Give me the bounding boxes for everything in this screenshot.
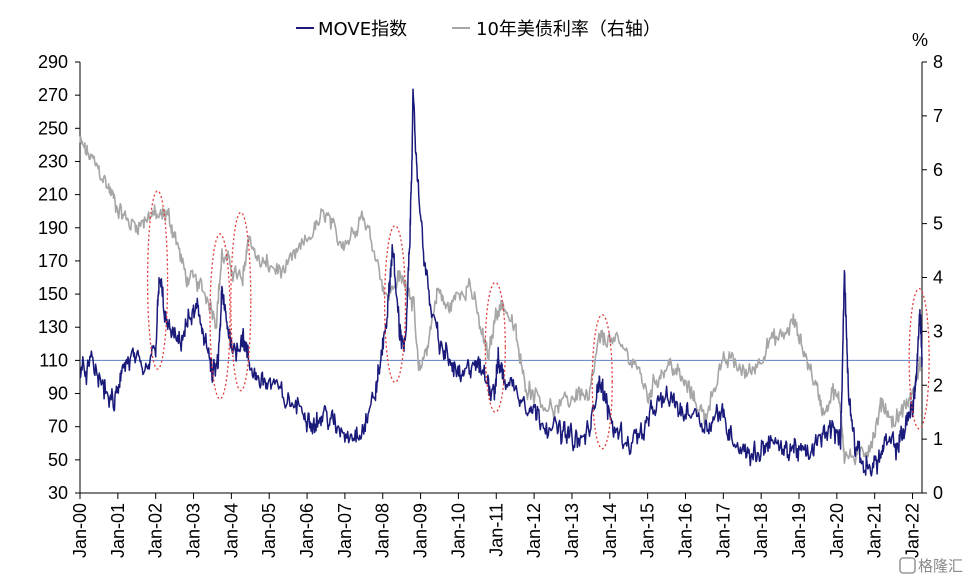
axes: 2902702502302101901701501301109070503087…	[38, 52, 943, 558]
right-axis-tick-label: 7	[933, 106, 943, 126]
x-axis-tick-label: Jan-17	[713, 503, 733, 558]
x-axis-tick-label: Jan-14	[600, 503, 620, 558]
x-axis-tick-label: Jan-03	[184, 503, 204, 558]
series-line-10y-yield	[79, 135, 923, 466]
x-axis-tick-label: Jan-21	[865, 503, 885, 558]
x-axis-tick-label: Jan-22	[903, 503, 923, 558]
legend-label-yield: 10年美债利率（右轴）	[476, 19, 661, 40]
x-axis-tick-label: Jan-08	[373, 503, 393, 558]
right-axis-tick-label: 8	[933, 52, 943, 72]
left-axis-tick-label: 170	[38, 251, 68, 271]
right-axis-tick-label: 2	[933, 375, 943, 395]
left-axis-tick-label: 230	[38, 151, 68, 171]
x-axis-tick-label: Jan-00	[70, 503, 90, 558]
left-axis-tick-label: 250	[38, 118, 68, 138]
watermark: 格隆汇	[899, 557, 963, 575]
x-axis-tick-label: Jan-06	[297, 503, 317, 558]
x-axis-tick-label: Jan-13	[562, 503, 582, 558]
left-axis-tick-label: 70	[48, 417, 68, 437]
x-axis-tick-label: Jan-02	[146, 503, 166, 558]
x-axis-tick-label: Jan-19	[789, 503, 809, 558]
right-axis-tick-label: 1	[933, 429, 943, 449]
left-axis-tick-label: 290	[38, 52, 68, 72]
x-axis-tick-label: Jan-10	[448, 503, 468, 558]
highlight-ellipse	[908, 288, 930, 430]
highlight-ellipse	[591, 314, 613, 450]
x-axis-tick-label: Jan-20	[827, 503, 847, 558]
x-axis-tick-label: Jan-15	[638, 503, 658, 558]
x-axis-tick-label: Jan-18	[751, 503, 771, 558]
legend-label-move: MOVE指数	[318, 19, 407, 40]
right-axis-tick-label: 3	[933, 321, 943, 341]
left-axis-tick-label: 150	[38, 284, 68, 304]
series-layer	[79, 88, 923, 477]
highlight-ellipse	[146, 190, 169, 370]
x-axis-tick-label: Jan-01	[108, 503, 128, 558]
watermark-text: 格隆汇	[918, 557, 963, 575]
right-axis-unit: %	[912, 30, 928, 50]
x-axis-tick-label: Jan-12	[524, 503, 544, 558]
series-line-move-index	[79, 88, 923, 477]
highlight-ellipse	[484, 281, 506, 413]
x-axis-tick-label: Jan-16	[675, 503, 695, 558]
left-axis-tick-label: 190	[38, 218, 68, 238]
legend: MOVE指数 10年美债利率（右轴）	[296, 19, 661, 40]
left-axis-tick-label: 210	[38, 185, 68, 205]
watermark-logo-icon	[899, 557, 916, 574]
highlight-ellipse	[209, 233, 231, 400]
highlight-ellipse	[383, 225, 407, 384]
left-axis-tick-label: 110	[39, 350, 68, 370]
x-axis-tick-label: Jan-04	[221, 503, 241, 558]
right-axis-tick-label: 0	[933, 483, 943, 503]
right-axis-tick-label: 6	[933, 160, 943, 180]
annotation-layer	[146, 190, 930, 450]
x-axis-tick-label: Jan-05	[259, 503, 279, 558]
left-axis-tick-label: 270	[38, 85, 68, 105]
left-axis-tick-label: 90	[48, 384, 68, 404]
x-axis-tick-label: Jan-11	[486, 503, 506, 557]
left-axis-tick-label: 50	[48, 450, 68, 470]
x-axis-tick-label: Jan-07	[335, 503, 355, 558]
right-axis-tick-label: 5	[933, 214, 943, 234]
left-axis-tick-label: 30	[48, 483, 68, 503]
x-axis-tick-label: Jan-09	[411, 503, 431, 558]
right-axis-tick-label: 4	[933, 268, 943, 288]
highlight-ellipse	[230, 211, 252, 392]
left-axis-tick-label: 130	[38, 317, 68, 337]
